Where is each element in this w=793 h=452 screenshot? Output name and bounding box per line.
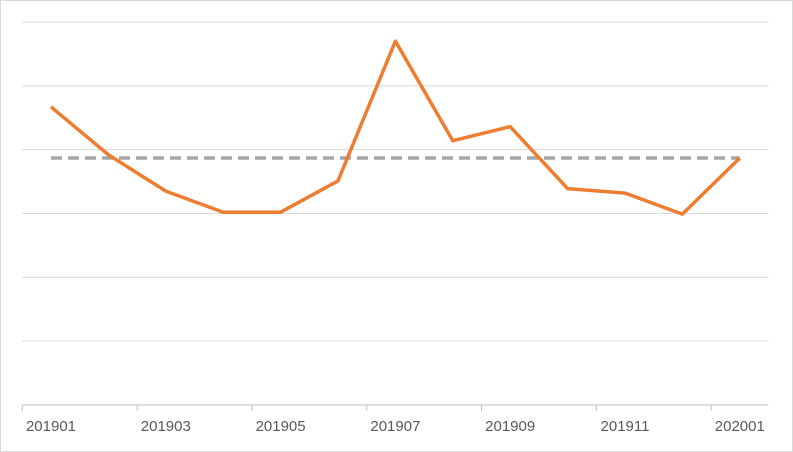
x-tick-label: 201909 <box>485 418 535 435</box>
x-tick-label: 201901 <box>26 418 76 435</box>
x-tick-label: 201907 <box>370 418 420 435</box>
x-tick-label: 201911 <box>601 418 650 435</box>
x-tick-label: 201903 <box>141 418 191 435</box>
x-tick-label: 202001 <box>715 418 765 435</box>
data-line <box>49 39 742 216</box>
x-tick-label: 201905 <box>256 418 306 435</box>
